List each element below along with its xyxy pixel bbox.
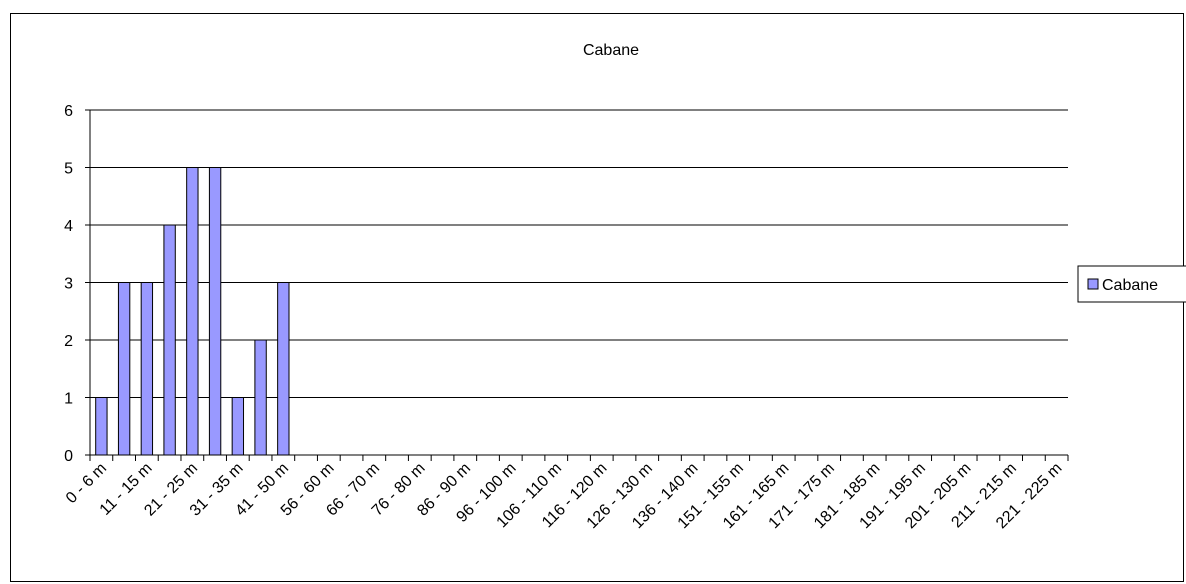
chart-frame [10,13,1184,582]
legend-swatch [1087,278,1099,290]
bar [208,167,222,456]
bar [231,397,245,456]
bars [95,167,290,456]
legend: Cabane [1077,265,1186,303]
legend-label: Cabane [1102,277,1158,294]
y-tick-label: 3 [64,276,73,293]
y-tick-label: 6 [64,103,73,120]
bar [95,397,108,456]
y-tick-label: 5 [64,161,73,178]
y-tick-label: 0 [64,448,73,465]
gridlines [90,109,1068,398]
bar [163,224,176,456]
bar [186,167,199,456]
bar [277,282,290,456]
chart-title: Cabane [583,42,639,59]
bar [140,282,154,456]
bar [254,339,267,456]
y-tick-label: 4 [64,218,73,235]
y-tick-labels: 0 1 2 3 4 5 6 [64,103,73,465]
bar [117,282,131,456]
y-tick-label: 1 [64,391,73,408]
x-tick-labels: 0 - 6 m11 - 15 m21 - 25 m31 - 35 m41 - 5… [63,460,1065,532]
axes [85,109,1069,461]
y-tick-label: 2 [64,333,73,350]
